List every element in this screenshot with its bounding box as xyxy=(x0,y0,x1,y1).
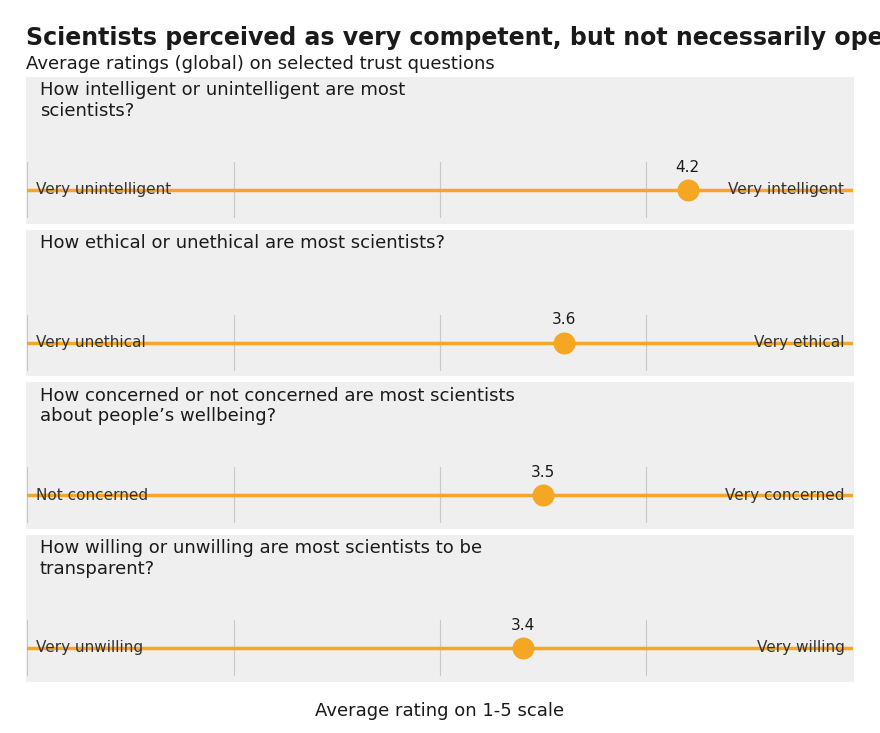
Point xyxy=(516,642,530,654)
Text: How concerned or not concerned are most scientists
about people’s wellbeing?: How concerned or not concerned are most … xyxy=(40,387,515,425)
Text: 3.5: 3.5 xyxy=(531,465,555,480)
Text: Average rating on 1-5 scale: Average rating on 1-5 scale xyxy=(315,701,565,720)
Text: Very unethical: Very unethical xyxy=(35,335,145,350)
Text: Average ratings (global) on selected trust questions: Average ratings (global) on selected tru… xyxy=(26,55,495,73)
Point xyxy=(557,336,571,348)
Text: Very willing: Very willing xyxy=(757,641,845,655)
Text: 3.6: 3.6 xyxy=(552,312,576,328)
Text: 3.4: 3.4 xyxy=(510,618,535,633)
Text: Very concerned: Very concerned xyxy=(725,487,845,503)
Text: Not concerned: Not concerned xyxy=(35,487,148,503)
Point xyxy=(680,184,694,196)
Point xyxy=(536,490,550,501)
Text: Very intelligent: Very intelligent xyxy=(729,183,845,197)
Text: How intelligent or unintelligent are most
scientists?: How intelligent or unintelligent are mos… xyxy=(40,81,405,120)
Text: Very unwilling: Very unwilling xyxy=(35,641,143,655)
Text: Very ethical: Very ethical xyxy=(754,335,845,350)
Text: 4.2: 4.2 xyxy=(676,160,700,174)
Text: Very unintelligent: Very unintelligent xyxy=(35,183,171,197)
Text: Scientists perceived as very competent, but not necessarily open: Scientists perceived as very competent, … xyxy=(26,26,880,50)
Text: How ethical or unethical are most scientists?: How ethical or unethical are most scient… xyxy=(40,234,444,252)
Text: How willing or unwilling are most scientists to be
transparent?: How willing or unwilling are most scient… xyxy=(40,539,481,578)
